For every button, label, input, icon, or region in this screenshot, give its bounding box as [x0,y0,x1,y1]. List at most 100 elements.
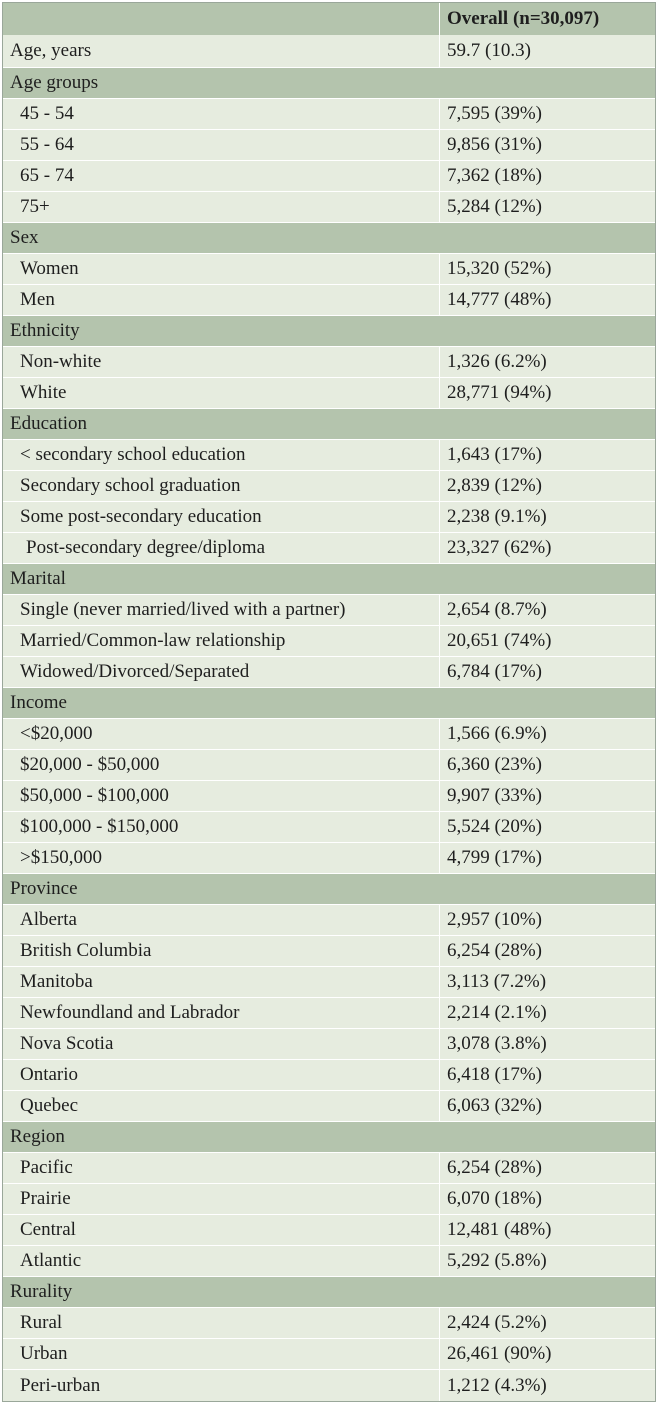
row-label: Manitoba [20,971,93,992]
row-value: 6,254 (28%) [439,936,655,966]
category-label: Region [10,1126,65,1147]
table-row: 45 - 54 7,595 (39%) [3,98,655,129]
table-row: Men 14,777 (48%) [3,284,655,315]
table-row: Age, years 59.7 (10.3) [3,35,655,67]
row-value: 1,566 (6.9%) [439,719,655,749]
table-row: Quebec 6,063 (32%) [3,1090,655,1121]
table-row: Peri-urban 1,212 (4.3%) [3,1369,655,1401]
category-label: Marital [10,568,66,589]
row-label: < secondary school education [20,444,246,465]
row-label: Pacific [20,1157,73,1178]
row-value: 1,326 (6.2%) [439,347,655,377]
row-label: >$150,000 [20,847,102,868]
row-value: 7,595 (39%) [439,99,655,129]
table-row: Ontario 6,418 (17%) [3,1059,655,1090]
row-value: 6,418 (17%) [439,1060,655,1090]
table-row: Some post-secondary education 2,238 (9.1%… [3,501,655,532]
row-label: Nova Scotia [20,1033,114,1054]
row-label: 75+ [20,196,50,217]
row-value [439,874,655,904]
row-value: 20,651 (74%) [439,626,655,656]
row-label: Central [20,1219,76,1240]
row-value: 15,320 (52%) [439,254,655,284]
table-row: Widowed/Divorced/Separated 6,784 (17%) [3,656,655,687]
row-value [439,1122,655,1152]
table-row: Women 15,320 (52%) [3,253,655,284]
table-row: 65 - 74 7,362 (18%) [3,160,655,191]
row-label: Peri-urban [20,1374,101,1396]
row-value [439,1277,655,1307]
row-label: 65 - 74 [20,165,74,186]
table-row: Atlantic 5,292 (5.8%) [3,1245,655,1276]
category-label: Ethnicity [10,320,80,341]
row-value [439,223,655,253]
row-label: British Columbia [20,940,152,961]
row-value: 2,424 (5.2%) [439,1308,655,1338]
row-value: 3,078 (3.8%) [439,1029,655,1059]
row-value: 2,839 (12%) [439,471,655,501]
row-label: Post-secondary degree/diploma [26,537,266,558]
header-overall-cell: Overall (n=30,097) [439,3,655,35]
row-value: 2,214 (2.1%) [439,998,655,1028]
row-label: $100,000 - $150,000 [20,816,179,837]
row-label: Single (never married/lived with a partn… [20,599,346,620]
table-row: $20,000 - $50,000 6,360 (23%) [3,749,655,780]
row-value: 6,254 (28%) [439,1153,655,1183]
row-value [439,316,655,346]
row-value: 6,063 (32%) [439,1091,655,1121]
table-row: British Columbia 6,254 (28%) [3,935,655,966]
table-row: Single (never married/lived with a partn… [3,594,655,625]
row-label: $20,000 - $50,000 [20,754,160,775]
table-row: Non-white 1,326 (6.2%) [3,346,655,377]
category-label: Age groups [10,72,99,93]
row-label: Women [20,258,79,279]
category-row: Region [3,1121,655,1152]
table-row: Newfoundland and Labrador 2,214 (2.1%) [3,997,655,1028]
row-value: 9,856 (31%) [439,130,655,160]
row-value: 1,212 (4.3%) [439,1370,655,1401]
row-value: 14,777 (48%) [439,285,655,315]
row-value [439,564,655,594]
row-label: White [20,382,67,403]
row-label: Non-white [20,351,102,372]
category-label: Province [10,878,78,899]
row-label: Married/Common-law relationship [20,630,286,651]
row-label: Urban [20,1343,68,1364]
table-row: White 28,771 (94%) [3,377,655,408]
table-row: $100,000 - $150,000 5,524 (20%) [3,811,655,842]
table-row: Alberta 2,957 (10%) [3,904,655,935]
row-label: 55 - 64 [20,134,74,155]
category-row: Marital [3,563,655,594]
table-row: Urban 26,461 (90%) [3,1338,655,1369]
row-label: Age, years [10,40,92,61]
row-value: 26,461 (90%) [439,1339,655,1369]
row-value: 12,481 (48%) [439,1215,655,1245]
row-value: 5,292 (5.8%) [439,1246,655,1276]
row-value: 7,362 (18%) [439,161,655,191]
table-row: Rural 2,424 (5.2%) [3,1307,655,1338]
table-row: < secondary school education 1,643 (17%) [3,439,655,470]
row-value: 6,070 (18%) [439,1184,655,1214]
category-row: Rurality [3,1276,655,1307]
category-row: Sex [3,222,655,253]
table-row: Manitoba 3,113 (7.2%) [3,966,655,997]
row-label: Quebec [20,1095,79,1116]
row-label: Widowed/Divorced/Separated [20,661,250,682]
row-label: 45 - 54 [20,103,74,124]
table-header-row: Overall (n=30,097) [3,3,655,35]
category-row: Income [3,687,655,718]
row-label: Some post-secondary education [20,506,262,527]
row-label: Atlantic [20,1250,82,1271]
table-row: >$150,000 4,799 (17%) [3,842,655,873]
row-label: <$20,000 [20,723,93,744]
table-row: $50,000 - $100,000 9,907 (33%) [3,780,655,811]
table-row: 75+ 5,284 (12%) [3,191,655,222]
row-label: Men [20,289,55,310]
category-row: Age groups [3,67,655,98]
category-row: Ethnicity [3,315,655,346]
category-label: Sex [10,227,39,248]
row-label: Secondary school graduation [20,475,241,496]
table-row: Prairie 6,070 (18%) [3,1183,655,1214]
row-label: $50,000 - $100,000 [20,785,169,806]
